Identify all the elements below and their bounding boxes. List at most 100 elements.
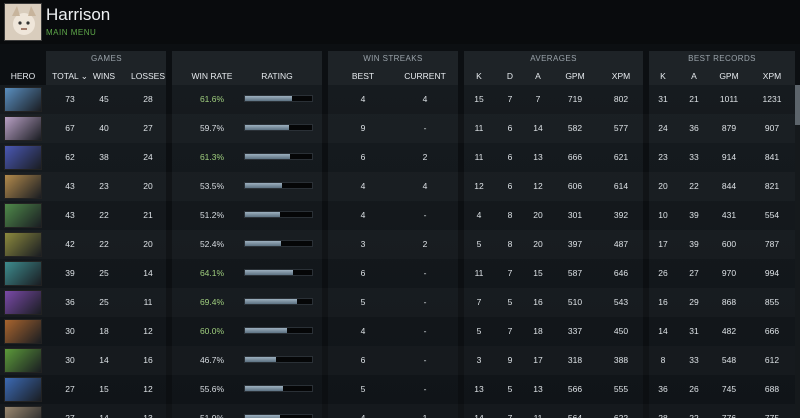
hero-portrait-icon[interactable]	[4, 377, 42, 402]
col-header-best-xpm[interactable]: XPM	[762, 71, 782, 81]
table-row[interactable]: 39 25 14 64.1% 6 - 11 7 15 587 646 26 27 970 994	[0, 259, 800, 288]
scrollbar-thumb[interactable]	[795, 85, 800, 125]
hero-portrait-icon[interactable]	[4, 290, 42, 315]
cell-ba: 33	[689, 355, 699, 365]
column-separator	[643, 51, 649, 418]
cell-bxpm: 994	[764, 268, 780, 278]
cell-k: 11	[474, 268, 484, 278]
avatar[interactable]	[4, 3, 42, 41]
cell-d: 8	[507, 210, 513, 220]
cell-current: 2	[422, 239, 428, 249]
cell-bgpm: 548	[721, 355, 737, 365]
cell-best: 5	[360, 297, 366, 307]
table-row[interactable]: 30 18 12 60.0% 4 - 5 7 18 337 450 14 31 482 666	[0, 317, 800, 346]
cell-current: -	[423, 384, 427, 394]
hero-portrait-icon[interactable]	[4, 174, 42, 199]
cell-winrate: 61.3%	[199, 152, 225, 162]
cell-current: -	[423, 355, 427, 365]
hero-portrait-icon[interactable]	[4, 116, 42, 141]
col-header-k[interactable]: K	[476, 71, 482, 81]
cell-d: 6	[507, 123, 513, 133]
cell-ba: 33	[689, 152, 699, 162]
cell-bk: 24	[658, 123, 668, 133]
cell-k: 4	[476, 210, 482, 220]
cell-current: -	[423, 210, 427, 220]
cell-total: 43	[65, 210, 75, 220]
table-row[interactable]: 27 14 13 51.9% 4 1 14 7 11 564 622 28 22 776 775	[0, 404, 800, 418]
cell-best: 5	[360, 384, 366, 394]
games-group-title: GAMES	[91, 54, 122, 63]
table-row[interactable]: 43 23 20 53.5% 4 4 12 6 12 606 614 20 22 844 821	[0, 172, 800, 201]
rating-bar	[244, 153, 313, 160]
rating-bar-fill	[245, 415, 280, 418]
table-row[interactable]: 30 14 16 46.7% 6 - 3 9 17 318 388 8 33 548 612	[0, 346, 800, 375]
table-row[interactable]: 42 22 20 52.4% 3 2 5 8 20 397 487 17 39 600 787	[0, 230, 800, 259]
table-row[interactable]: 62 38 24 61.3% 6 2 11 6 13 666 621 23 33 914 841	[0, 143, 800, 172]
cell-xpm: 555	[613, 384, 629, 394]
rating-bar-fill	[245, 96, 292, 101]
cell-bgpm: 914	[721, 152, 737, 162]
table-row[interactable]: 43 22 21 51.2% 4 - 4 8 20 301 392 10 39 431 554	[0, 201, 800, 230]
col-header-best-gpm[interactable]: GPM	[719, 71, 739, 81]
cell-total: 39	[65, 268, 75, 278]
cell-current: 1	[422, 413, 428, 418]
hero-portrait-icon[interactable]	[4, 87, 42, 112]
cell-gpm: 606	[567, 181, 583, 191]
rating-bar	[244, 414, 313, 418]
col-header-best-a[interactable]: A	[691, 71, 697, 81]
hero-portrait-icon[interactable]	[4, 406, 42, 418]
cell-bk: 28	[658, 413, 668, 418]
cell-xpm: 543	[613, 297, 629, 307]
win-streaks-group-header	[328, 51, 458, 85]
col-header-losses[interactable]: LOSSES	[130, 71, 166, 81]
col-header-xpm[interactable]: XPM	[611, 71, 631, 81]
cell-wins: 23	[99, 181, 109, 191]
col-header-gpm[interactable]: GPM	[565, 71, 585, 81]
col-header-d[interactable]: D	[506, 71, 514, 81]
scrollbar[interactable]	[795, 85, 800, 418]
cell-xpm: 577	[613, 123, 629, 133]
cell-bgpm: 844	[721, 181, 737, 191]
hero-portrait-icon[interactable]	[4, 232, 42, 257]
col-header-hero[interactable]: HERO	[10, 71, 36, 81]
cell-gpm: 666	[567, 152, 583, 162]
cell-winrate: 52.4%	[199, 239, 225, 249]
col-header-total[interactable]: TOTAL ⌄	[52, 71, 88, 81]
rating-bar	[244, 269, 313, 276]
cell-bk: 36	[658, 384, 668, 394]
table-row[interactable]: 67 40 27 59.7% 9 - 11 6 14 582 577 24 36 879 907	[0, 114, 800, 143]
hero-portrait-icon[interactable]	[4, 261, 42, 286]
table-row[interactable]: 73 45 28 61.6% 4 4 15 7 7 719 802 31 21 1011 1231	[0, 85, 800, 114]
rating-bar	[244, 211, 313, 218]
cell-d: 8	[507, 239, 513, 249]
cell-gpm: 301	[567, 210, 583, 220]
cell-winrate: 55.6%	[199, 384, 225, 394]
cell-losses: 28	[143, 94, 153, 104]
col-header-wins[interactable]: WINS	[92, 71, 116, 81]
main-menu-link[interactable]: MAIN MENU	[46, 28, 97, 37]
cell-losses: 20	[143, 181, 153, 191]
table-row[interactable]: 27 15 12 55.6% 5 - 13 5 13 566 555 36 26 745 688	[0, 375, 800, 404]
col-header-win-rate[interactable]: WIN RATE	[191, 71, 233, 81]
cell-bk: 20	[658, 181, 668, 191]
cell-xpm: 487	[613, 239, 629, 249]
table-row[interactable]: 36 25 11 69.4% 5 - 7 5 16 510 543 16 29 868 855	[0, 288, 800, 317]
hero-portrait-icon[interactable]	[4, 145, 42, 170]
rating-group-header	[172, 51, 322, 85]
cell-total: 27	[65, 384, 75, 394]
cell-gpm: 719	[567, 94, 583, 104]
hero-portrait-icon[interactable]	[4, 348, 42, 373]
col-header-best-k[interactable]: K	[660, 71, 666, 81]
cell-losses: 21	[143, 210, 153, 220]
hero-portrait-icon[interactable]	[4, 319, 42, 344]
cell-losses: 12	[143, 384, 153, 394]
cell-d: 7	[507, 413, 513, 418]
col-header-current[interactable]: CURRENT	[404, 71, 446, 81]
cell-best: 4	[360, 413, 366, 418]
hero-portrait-icon[interactable]	[4, 203, 42, 228]
cell-k: 15	[474, 94, 484, 104]
column-separator	[166, 51, 172, 418]
col-header-a[interactable]: A	[535, 71, 541, 81]
col-header-rating[interactable]: RATING	[261, 71, 293, 81]
col-header-best[interactable]: BEST	[351, 71, 375, 81]
